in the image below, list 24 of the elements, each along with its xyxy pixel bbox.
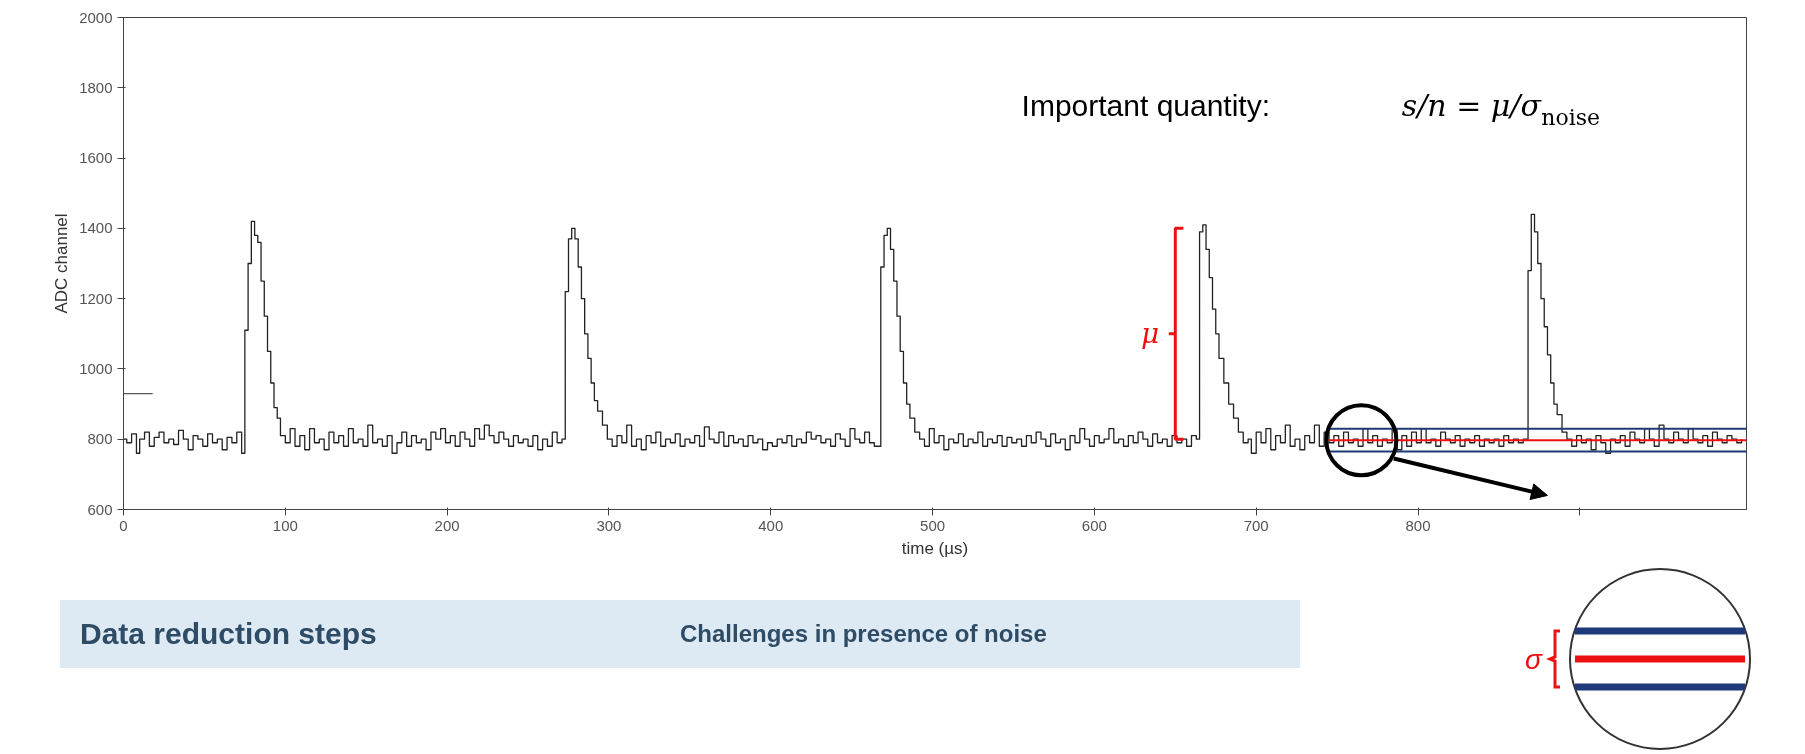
x-tick-label: 700 [1243, 516, 1269, 534]
x-axis-title: time (µs) [901, 538, 969, 558]
y-tick-label: 600 [87, 500, 113, 518]
y-tick-label: 1400 [79, 219, 113, 237]
y-tick-label: 1200 [79, 289, 113, 307]
x-tick-label: 300 [596, 516, 622, 534]
text: σ [1525, 644, 1544, 675]
annotation: Important quantity: [1021, 88, 1271, 122]
y-tick-label: 800 [87, 430, 113, 448]
x-tick-label: 0 [119, 516, 128, 534]
x-tick-label: 500 [920, 516, 946, 534]
y-tick-label: 2000 [79, 8, 113, 26]
text: Challenges in presence of noise [680, 618, 1047, 649]
y-tick-label: 1000 [79, 359, 113, 377]
y-tick-label: 1800 [79, 78, 113, 96]
x-tick-label: 100 [272, 516, 298, 534]
x-tick-label: 200 [434, 516, 460, 534]
annotation: μ [1140, 317, 1160, 351]
y-tick-label: 1600 [79, 149, 113, 167]
y-axis-title: ADC channel [52, 213, 72, 314]
x-tick-label: 400 [758, 516, 784, 534]
x-tick-label: 600 [1081, 516, 1107, 534]
x-tick-label: 800 [1405, 516, 1431, 534]
text: Data reduction steps [80, 615, 378, 652]
